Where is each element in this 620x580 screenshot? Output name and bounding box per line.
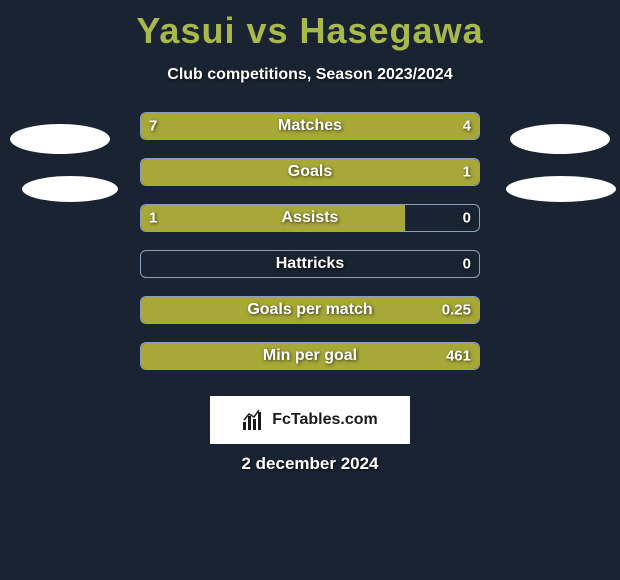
stat-row: Hattricks0 — [0, 250, 620, 278]
bar-left-fill — [141, 113, 354, 139]
bar-right-fill — [141, 297, 479, 323]
brand-badge: FcTables.com — [210, 396, 410, 444]
stat-row: Assists10 — [0, 204, 620, 232]
bar-right-value: 0 — [463, 210, 471, 227]
bar-track: Matches74 — [140, 112, 480, 140]
bar-track: Goals1 — [140, 158, 480, 186]
stat-row: Goals per match0.25 — [0, 296, 620, 324]
date-text: 2 december 2024 — [0, 454, 620, 474]
comparison-chart: Matches74Goals1Assists10Hattricks0Goals … — [0, 112, 620, 392]
bar-track: Hattricks0 — [140, 250, 480, 278]
bar-right-fill — [354, 113, 479, 139]
bar-track: Min per goal461 — [140, 342, 480, 370]
stat-row: Goals1 — [0, 158, 620, 186]
bar-label: Hattricks — [141, 255, 479, 273]
bar-left-fill — [141, 205, 405, 231]
page-title: Yasui vs Hasegawa — [0, 0, 620, 52]
stat-row: Min per goal461 — [0, 342, 620, 370]
bar-right-value: 0 — [463, 256, 471, 273]
brand-text: FcTables.com — [272, 411, 378, 429]
bar-track: Assists10 — [140, 204, 480, 232]
stat-row: Matches74 — [0, 112, 620, 140]
bar-track: Goals per match0.25 — [140, 296, 480, 324]
bar-right-fill — [141, 159, 479, 185]
brand-bars-icon — [242, 410, 266, 430]
bar-right-fill — [141, 343, 479, 369]
subtitle: Club competitions, Season 2023/2024 — [0, 66, 620, 84]
